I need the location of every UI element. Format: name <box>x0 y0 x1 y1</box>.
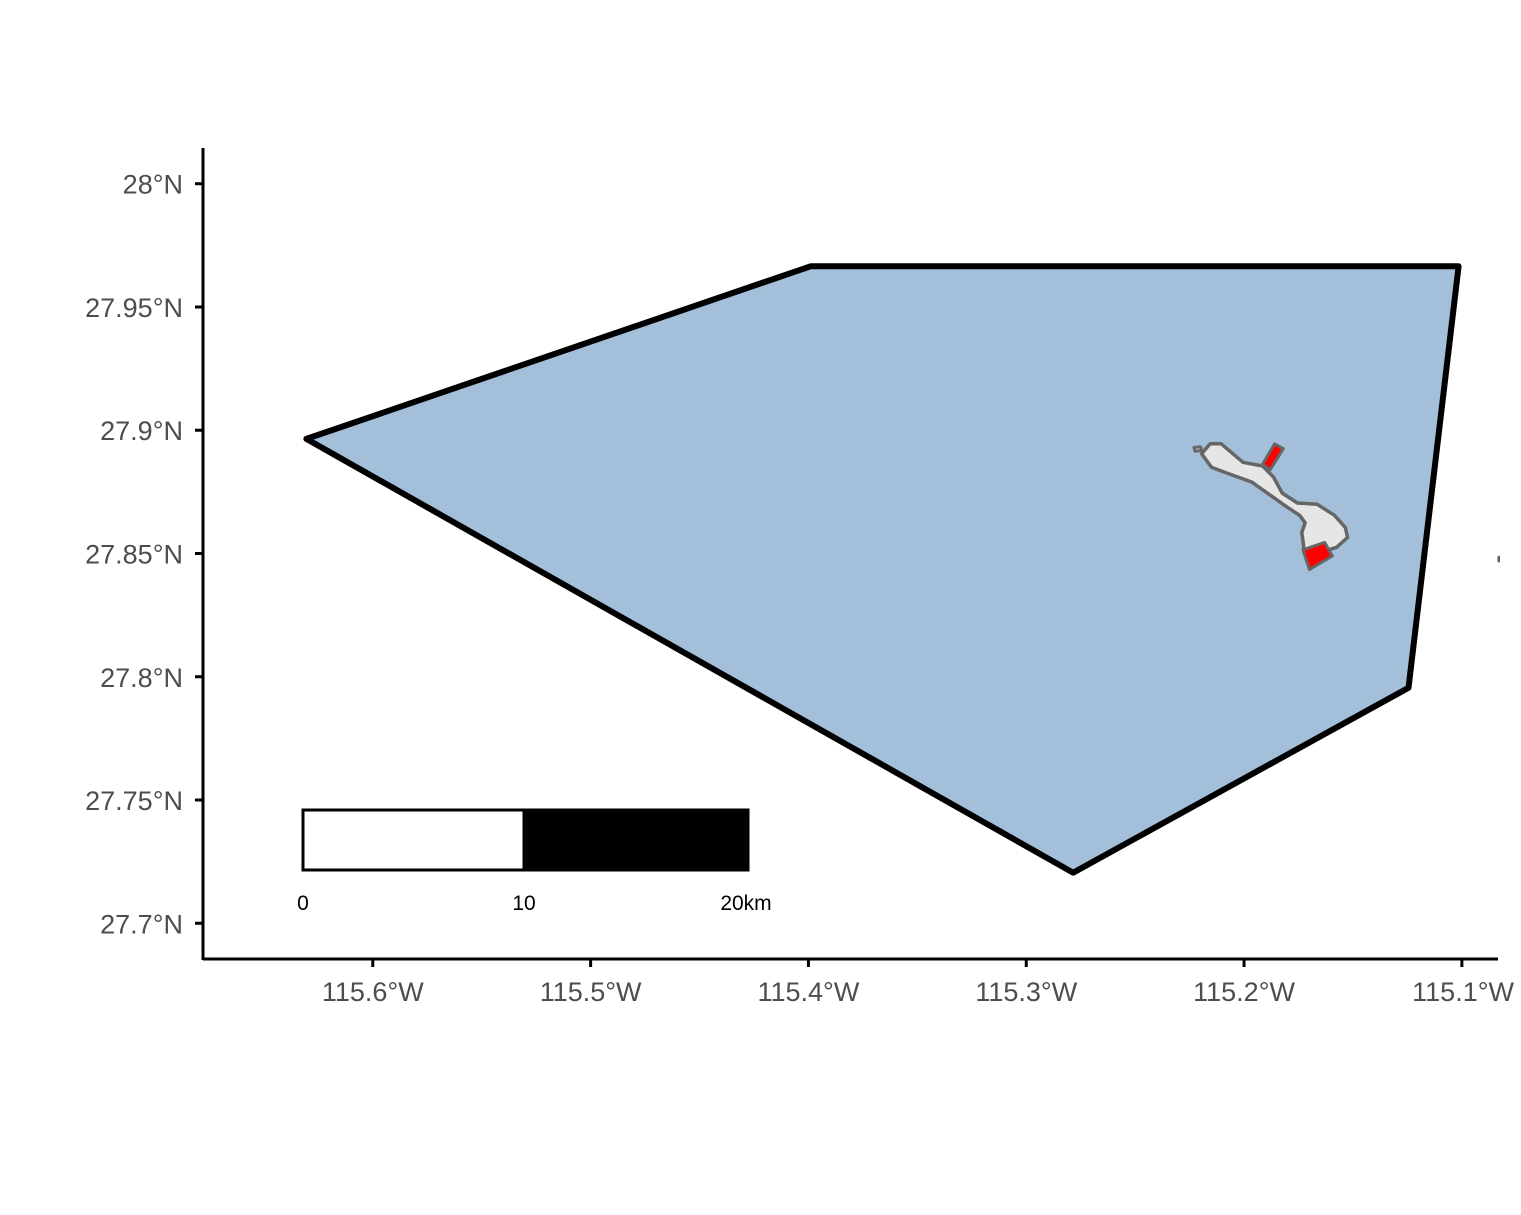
study-area-polygon <box>303 263 1462 876</box>
x-tick-label: 115.4°W <box>758 977 860 1007</box>
x-tick-label: 115.3°W <box>975 977 1077 1007</box>
scale-bar-label-0: 0 <box>297 892 309 915</box>
x-tick-label: 115.6°W <box>322 977 424 1007</box>
scale-bar: 0 10 20km <box>297 808 772 915</box>
x-axis-ticks: 115.6°W 115.5°W 115.4°W 115.3°W 115.2°W 115.1… <box>322 959 1515 1007</box>
islet-polygon <box>1192 445 1204 453</box>
scale-bar-label-20km: 20km <box>720 892 771 915</box>
y-tick-label: 27.8°N <box>100 663 183 693</box>
highlight-polygon-south <box>1301 540 1334 571</box>
scale-bar-label-10: 10 <box>512 892 535 915</box>
y-tick-label: 27.95°N <box>85 293 183 323</box>
highlight-polygon-north <box>1261 442 1285 472</box>
y-tick-label: 27.85°N <box>85 540 183 570</box>
x-tick-label: 115.2°W <box>1193 977 1295 1007</box>
y-tick-label: 27.75°N <box>85 786 183 816</box>
x-tick-label: 115.1°W <box>1412 977 1514 1007</box>
x-tick-label: 115.5°W <box>540 977 642 1007</box>
y-tick-label: 27.7°N <box>100 909 183 939</box>
scale-bar-segment-white <box>301 808 526 872</box>
y-axis-ticks: 28°N 27.95°N 27.9°N 27.85°N 27.8°N 27.75°N 27.… <box>85 170 203 939</box>
axes: 28°N 27.95°N 27.9°N 27.85°N 27.8°N 27.75°N 27.… <box>85 148 1515 1007</box>
y-tick-label: 27.9°N <box>100 416 183 446</box>
distant-islet-polygon <box>1497 555 1500 563</box>
scale-bar-segment-black <box>522 808 750 872</box>
map-layers <box>303 263 1500 876</box>
y-tick-label: 28°N <box>123 170 183 200</box>
